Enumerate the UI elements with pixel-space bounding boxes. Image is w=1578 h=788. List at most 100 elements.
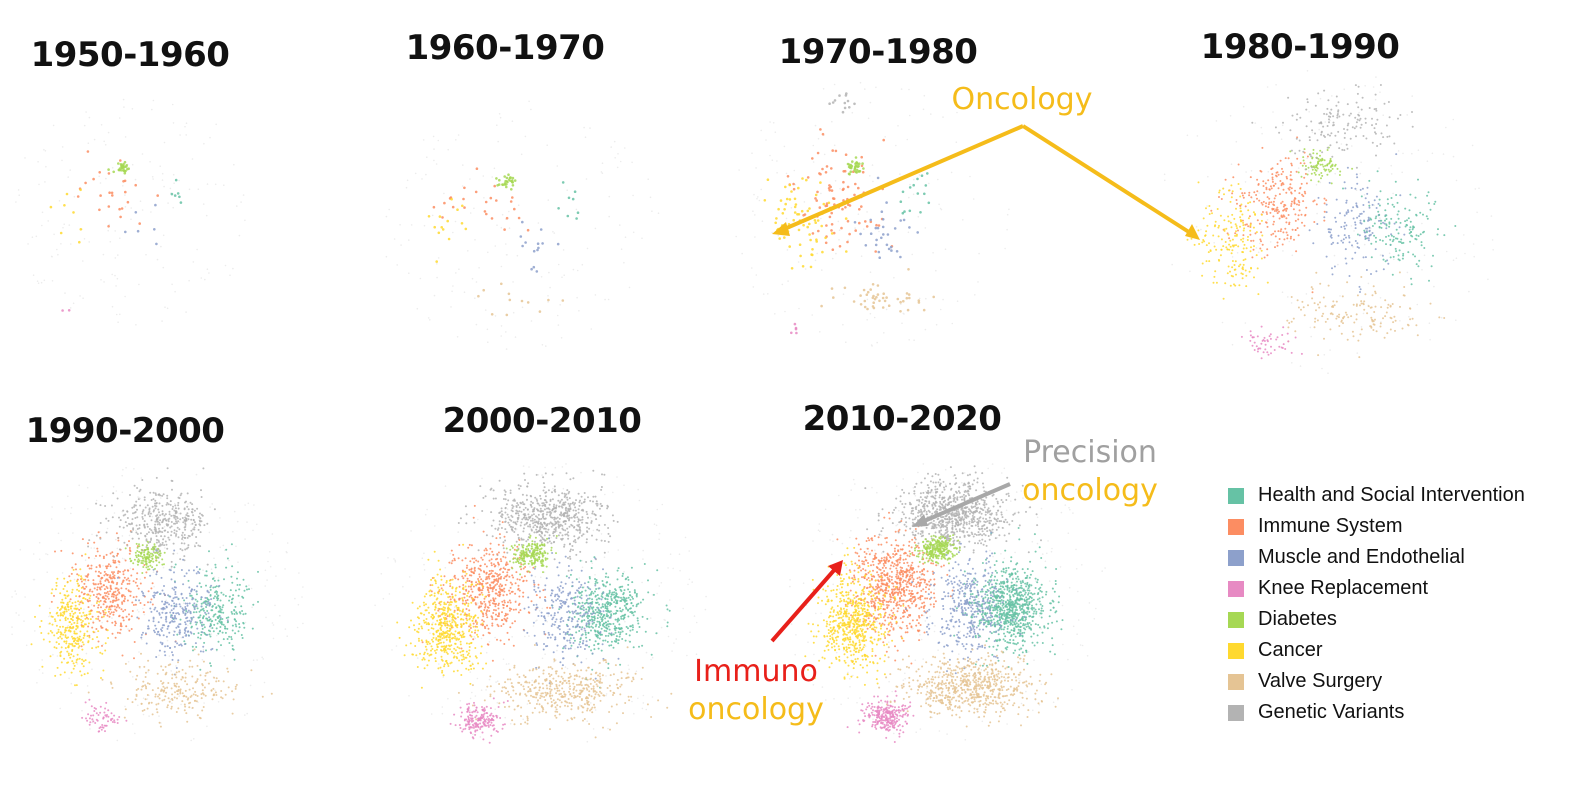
data-point [234, 618, 236, 621]
data-point [1303, 314, 1306, 317]
background-point [393, 238, 396, 240]
data-point [483, 210, 487, 213]
background-point [180, 636, 183, 639]
background-point [1260, 126, 1263, 129]
data-point [585, 538, 588, 541]
data-point [220, 696, 223, 699]
data-point [136, 674, 139, 677]
data-point [103, 592, 106, 594]
data-point [1343, 181, 1346, 184]
data-point [59, 673, 62, 676]
background-point [206, 268, 209, 271]
data-point [143, 576, 146, 579]
data-point [1190, 237, 1193, 240]
background-point [838, 239, 840, 241]
data-point [165, 605, 168, 608]
background-point [1310, 335, 1312, 338]
data-point [1225, 246, 1228, 249]
data-point [78, 612, 81, 614]
data-point [213, 508, 216, 511]
background-point [256, 659, 258, 661]
data-point [69, 614, 72, 617]
data-point [161, 510, 164, 513]
data-point [82, 611, 85, 614]
background-point [471, 691, 473, 694]
data-point [788, 245, 791, 248]
background-point [1421, 269, 1423, 271]
data-point [150, 519, 153, 522]
data-point [1337, 101, 1340, 104]
data-point [136, 563, 139, 566]
data-point [141, 544, 144, 547]
data-point [132, 604, 135, 606]
data-point [1316, 167, 1319, 170]
data-point [152, 546, 154, 549]
data-point [1389, 328, 1392, 331]
data-point [1271, 208, 1274, 211]
data-point [110, 718, 113, 721]
data-point [117, 539, 120, 542]
background-point [1423, 254, 1426, 257]
data-point [1328, 111, 1331, 114]
data-point [873, 297, 877, 301]
data-point [135, 689, 138, 691]
data-point [69, 579, 72, 582]
data-point [878, 299, 881, 303]
data-point [116, 554, 118, 557]
data-point [845, 92, 848, 95]
data-point [507, 292, 511, 296]
background-point [823, 153, 826, 156]
data-point [106, 590, 109, 593]
data-point [1374, 292, 1377, 295]
data-point [848, 232, 851, 236]
background-point [169, 698, 172, 701]
data-point [1303, 190, 1306, 193]
data-point [1387, 234, 1390, 237]
data-point [490, 511, 493, 514]
data-point [238, 588, 241, 591]
background-point [184, 125, 186, 128]
data-point [72, 612, 75, 615]
data-point [1344, 311, 1347, 314]
data-point [1320, 133, 1323, 136]
data-point [1296, 299, 1299, 302]
background-point [37, 282, 40, 285]
background-point [111, 617, 113, 619]
data-point [1329, 134, 1331, 137]
data-point [48, 622, 51, 625]
background-point [939, 308, 942, 311]
data-point [231, 612, 234, 615]
data-point [1374, 131, 1376, 134]
data-point [104, 594, 107, 597]
background-point [444, 567, 447, 569]
background-point [197, 188, 200, 190]
background-point [508, 663, 510, 665]
data-point [159, 641, 162, 644]
data-point [460, 222, 464, 225]
background-point [1255, 247, 1258, 249]
background-point [506, 254, 508, 256]
data-point [135, 678, 138, 681]
background-point [579, 704, 581, 706]
data-point [1300, 182, 1303, 185]
data-point [590, 521, 593, 524]
data-point [1327, 115, 1330, 118]
background-point [650, 658, 652, 661]
background-point [544, 653, 546, 655]
data-point [1262, 185, 1265, 187]
data-point [1321, 174, 1324, 177]
data-point [138, 490, 141, 493]
data-point [1423, 247, 1426, 249]
background-point [1455, 257, 1458, 260]
data-point [205, 613, 208, 616]
data-point [1362, 256, 1365, 259]
data-point [63, 671, 66, 674]
background-point [102, 565, 104, 567]
data-point [446, 219, 450, 223]
data-point [875, 238, 878, 242]
background-point [1189, 270, 1191, 273]
data-point [1323, 197, 1326, 200]
background-point [173, 502, 176, 505]
background-point [1429, 338, 1431, 341]
data-point [175, 511, 178, 514]
